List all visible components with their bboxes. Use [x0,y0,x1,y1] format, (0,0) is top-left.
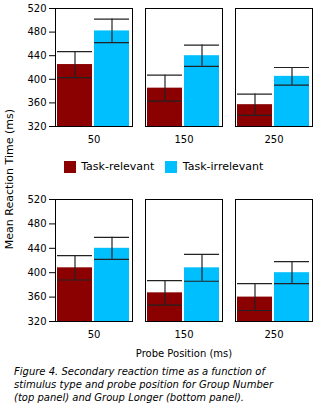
svg-text:250: 250 [264,328,283,339]
svg-text:320: 320 [27,121,46,132]
svg-text:440: 440 [27,50,46,61]
svg-text:320: 320 [27,315,46,326]
svg-text:50: 50 [88,328,101,339]
svg-text:150: 150 [174,328,193,339]
html-text:Figure 4. Secondary reaction t: Figure 4. Secondary reaction time as a f… [14,365,273,403]
svg-text:520: 520 [27,193,46,204]
svg-text:250: 250 [264,134,283,145]
svg-text:440: 440 [27,242,46,253]
svg-text:360: 360 [27,291,46,302]
svg-text:480: 480 [27,26,46,37]
svg-text:50: 50 [88,134,101,145]
html-text:Mean Reaction Time (ms): Mean Reaction Time (ms) [2,109,16,250]
svg-text:150: 150 [174,134,193,145]
svg-text:400: 400 [27,266,46,277]
svg-text:400: 400 [27,74,46,85]
svg-text:360: 360 [27,97,46,108]
html-text:Task-irrelevant: Task-irrelevant [182,160,264,173]
svg-text:520: 520 [27,3,46,14]
html-text:Task-relevant: Task-relevant [81,160,155,173]
svg-text:480: 480 [27,218,46,229]
svg-text:Probe Position (ms): Probe Position (ms) [136,347,233,358]
